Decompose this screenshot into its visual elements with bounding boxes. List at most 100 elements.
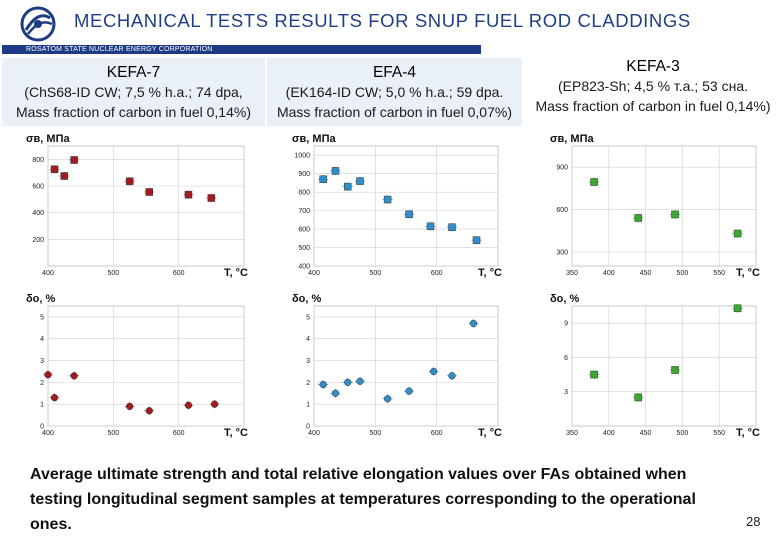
x-tick-label: 500: [107, 270, 119, 277]
x-tick-label: 350: [566, 270, 578, 277]
chart-strength-kefa3: 300 600 900 350 400 450 500 550 σв, МПа T, °C: [550, 133, 760, 279]
corporation-name: ROSATOM STATE NUCLEAR ENERGY CORPORATION: [26, 46, 213, 53]
data-point: [125, 177, 134, 186]
y-tick-label: 800: [32, 157, 44, 164]
y-axis-label: σв, МПа: [292, 133, 336, 145]
plot-area: [313, 145, 499, 267]
y-tick-label: 600: [32, 184, 44, 191]
data-point: [356, 177, 364, 185]
data-point: [207, 194, 216, 202]
y-tick-label: 500: [298, 245, 310, 252]
data-point: [344, 378, 352, 387]
chart-elongation-kefa7: 0 1 2 3 4 5 400 500 600 δo, % T, °C: [26, 293, 248, 439]
y-axis-label: σв, МПа: [26, 133, 70, 145]
y-tick-label: 1000: [294, 153, 310, 160]
y-tick-label: 1: [306, 402, 310, 409]
x-axis-label: T, °C: [736, 427, 760, 439]
data-point: [448, 372, 456, 380]
data-point: [343, 182, 352, 191]
y-tick-label: 400: [32, 210, 44, 217]
assembly-name: KEFA-7: [106, 64, 161, 81]
x-tick-label: 500: [369, 430, 381, 437]
assembly-spec: (EK164-ID CW; 5,0 % h.a.; 59 dpa.: [285, 84, 504, 100]
x-tick-label: 400: [603, 270, 615, 277]
x-tick-label: 600: [431, 270, 443, 277]
x-tick-label: 500: [677, 270, 689, 277]
x-tick-label: 400: [42, 430, 54, 437]
chart-elongation-efa4: 0 1 2 3 4 5 400 500 600 δo, % T, °C: [292, 293, 502, 439]
y-axis-label: δo, %: [292, 293, 322, 305]
data-point: [590, 370, 598, 379]
data-point: [356, 377, 364, 385]
x-tick-label: 600: [431, 430, 443, 437]
x-axis-label: T, °C: [478, 267, 502, 279]
x-axis-label: T, °C: [736, 267, 760, 279]
chart-strength-kefa7: 200 400 600 800 400 500 600 σв, МПа T, °C: [26, 133, 248, 279]
assembly-name: EFA-4: [372, 64, 417, 81]
y-tick-label: 400: [298, 264, 310, 271]
data-point: [733, 304, 742, 313]
x-tick-label: 600: [173, 430, 185, 437]
y-tick-label: 300: [556, 249, 568, 256]
assembly-header-kefa3: KEFA-3 (EP823-Sh; 4,5 % т.а.; 53 сна. Ma…: [526, 58, 780, 126]
data-point: [210, 400, 219, 408]
y-tick-label: 5: [306, 314, 310, 321]
x-tick-label: 550: [713, 270, 725, 277]
y-tick-label: 3: [564, 389, 568, 396]
data-point: [469, 319, 478, 328]
x-axis-label: T, °C: [478, 427, 502, 439]
chart-elongation-kefa3: 3 6 9 350 400 450 500 550 δo, % T, °C: [550, 293, 760, 439]
data-point: [590, 178, 598, 186]
footer-caption: Average ultimate strength and total rela…: [30, 466, 696, 533]
data-point: [184, 401, 193, 409]
data-point: [70, 156, 78, 164]
data-point: [126, 402, 134, 411]
y-axis-label: δo, %: [550, 293, 580, 305]
y-tick-label: 200: [32, 237, 44, 244]
data-point: [733, 229, 742, 238]
x-tick-label: 550: [713, 430, 725, 437]
data-point: [383, 195, 392, 204]
x-tick-label: 400: [42, 270, 54, 277]
data-point: [405, 210, 413, 219]
data-point: [671, 366, 679, 374]
y-tick-label: 600: [556, 207, 568, 214]
y-tick-label: 800: [298, 190, 310, 197]
x-tick-label: 450: [640, 430, 652, 437]
plot-area: [47, 305, 245, 427]
y-tick-label: 1: [40, 402, 44, 409]
data-point: [50, 393, 59, 402]
y-tick-label: 2: [40, 380, 44, 387]
x-tick-label: 350: [566, 430, 578, 437]
data-point: [448, 223, 456, 231]
assembly-header-efa4: EFA-4 (EK164-ID CW; 5,0 % h.a.; 59 dpa. …: [267, 58, 522, 126]
y-tick-label: 900: [298, 171, 310, 178]
assembly-spec: (ChS68-ID CW; 7,5 % h.a.; 74 dpa,: [24, 84, 243, 100]
y-tick-label: 600: [298, 227, 310, 234]
data-point: [145, 407, 153, 415]
y-axis-label: σв, МПа: [550, 133, 594, 145]
x-tick-label: 400: [603, 430, 615, 437]
data-point: [331, 389, 340, 397]
plot-area: [313, 305, 499, 427]
y-tick-label: 6: [564, 355, 568, 362]
plot-area: [47, 145, 245, 267]
page-number: 28: [746, 514, 761, 529]
page-title: MECHANICAL TESTS RESULTS FOR SNUP FUEL R…: [74, 10, 691, 31]
y-tick-label: 2: [306, 380, 310, 387]
data-point: [319, 175, 327, 183]
x-axis-label: T, °C: [224, 427, 248, 439]
y-tick-label: 3: [40, 358, 44, 365]
data-point: [331, 167, 340, 175]
data-point: [44, 371, 52, 379]
plot-area: [571, 305, 757, 427]
y-tick-label: 0: [306, 424, 310, 431]
y-tick-label: 4: [306, 336, 310, 343]
chart-strength-efa4: 400 500 600 700 800 900 1000 400 500 600 σв, МПа T,…: [292, 133, 502, 279]
y-tick-label: 4: [40, 336, 44, 343]
x-tick-label: 500: [677, 430, 689, 437]
data-point: [383, 395, 392, 403]
data-point: [70, 372, 78, 380]
x-tick-label: 500: [107, 430, 119, 437]
x-axis-label: T, °C: [224, 267, 248, 279]
